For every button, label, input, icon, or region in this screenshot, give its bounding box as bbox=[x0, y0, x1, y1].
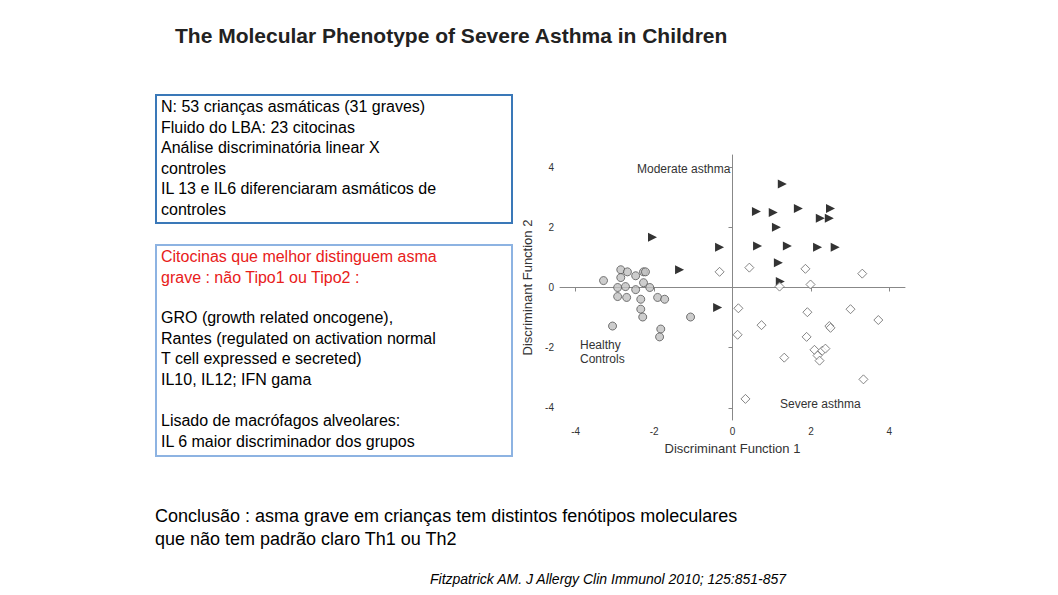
html-text:Citocinas que melhor distingue: Citocinas que melhor distinguem asma bbox=[161, 248, 437, 265]
svg-text:-2: -2 bbox=[650, 426, 659, 437]
svg-text:Severe asthma: Severe asthma bbox=[780, 397, 861, 411]
svg-text:0: 0 bbox=[730, 426, 736, 437]
html-text:grave : não Tipo1 ou Tipo2 :: grave : não Tipo1 ou Tipo2 : bbox=[161, 268, 360, 286]
html-text:Fluido do LBA: 23 citocinas: Fluido do LBA: 23 citocinas bbox=[161, 118, 355, 136]
svg-text:4: 4 bbox=[887, 426, 893, 437]
svg-text:Moderate asthma: Moderate asthma bbox=[637, 162, 731, 176]
svg-text:2: 2 bbox=[808, 426, 814, 437]
html-text:controles: controles bbox=[161, 159, 226, 177]
html-text:Lisado de macrófagos alveolare: Lisado de macrófagos alveolares: bbox=[161, 412, 401, 429]
html-text:T cell expressed e secreted): T cell expressed e secreted) bbox=[161, 350, 362, 367]
html-text:Fitzpatrick AM. J Allergy Clin: Fitzpatrick AM. J Allergy Clin Immunol 2… bbox=[430, 571, 787, 587]
html-text:IL 6 maior discriminador dos g: IL 6 maior discriminador dos grupos bbox=[161, 432, 415, 450]
svg-text:Controls: Controls bbox=[580, 352, 625, 366]
svg-text:-2: -2 bbox=[545, 342, 554, 353]
svg-text:4: 4 bbox=[548, 162, 554, 173]
html-text:GRO (growth related oncogene),: GRO (growth related oncogene), bbox=[161, 309, 394, 326]
html-text:N: 53 crianças asmáticas (31 g: N: 53 crianças asmáticas (31 graves) bbox=[161, 98, 426, 115]
svg-text:-4: -4 bbox=[571, 426, 580, 437]
html-text:The Molecular Phenotype of Sev: The Molecular Phenotype of Severe Asthma… bbox=[175, 24, 728, 47]
svg-text:0: 0 bbox=[548, 282, 554, 293]
html-text:Rantes (regulated on activatio: Rantes (regulated on activation normal bbox=[161, 329, 436, 347]
html-text:IL 13 e IL6 diferenciaram asmá: IL 13 e IL6 diferenciaram asmáticos de bbox=[161, 180, 437, 197]
html-text:Conclusão : asma grave em cria: Conclusão : asma grave em crianças tem d… bbox=[155, 506, 738, 526]
svg-text:Discriminant Function 2: Discriminant Function 2 bbox=[520, 220, 535, 356]
svg-text:2: 2 bbox=[548, 222, 554, 233]
html-text:Análise discriminatória linear: Análise discriminatória linear X bbox=[161, 139, 380, 156]
svg-text:Healthy: Healthy bbox=[580, 338, 624, 352]
html-text:IL10, IL12; IFN gama: IL10, IL12; IFN gama bbox=[161, 370, 312, 388]
svg-text:-4: -4 bbox=[545, 402, 554, 413]
svg-text:Discriminant Function 1: Discriminant Function 1 bbox=[665, 441, 801, 456]
html-text:que não tem padrão claro Th1 o: que não tem padrão claro Th1 ou Th2 bbox=[155, 529, 457, 549]
html-text:controles: controles bbox=[161, 200, 226, 218]
